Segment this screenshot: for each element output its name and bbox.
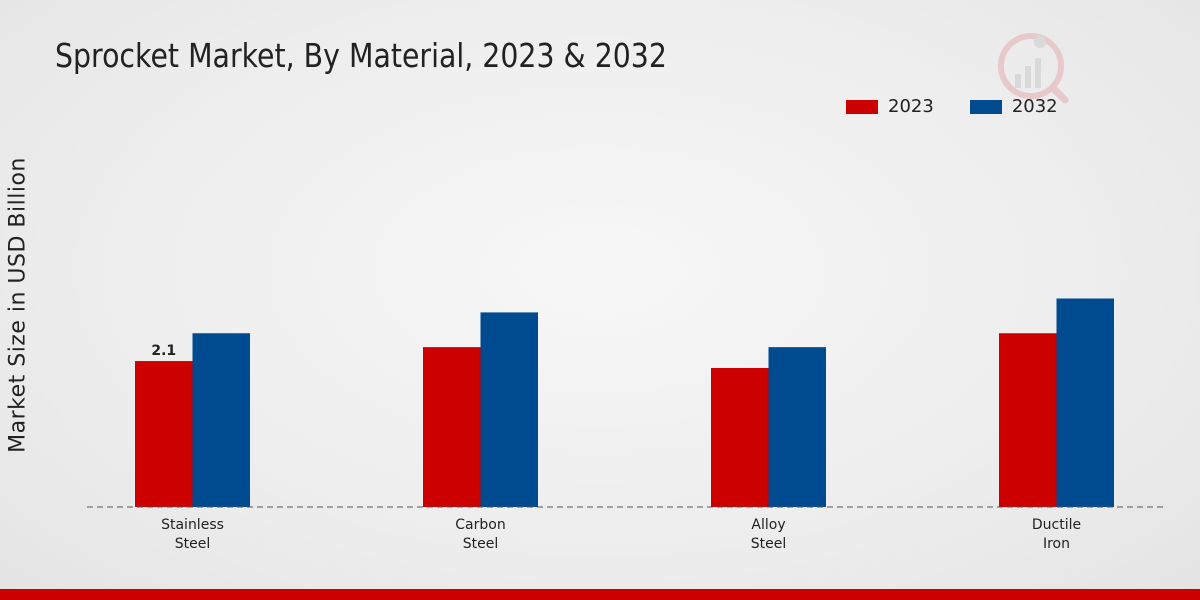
chart-title: Sprocket Market, By Material, 2023 & 203… [55, 36, 667, 75]
legend-item-2032: 2032 [969, 96, 1058, 117]
watermark-logo-icon [998, 33, 1069, 104]
x-tick-label-stainless-steel-line-1: Stainless [161, 517, 224, 533]
x-tick-label-carbon-steel-line-1: Carbon [455, 517, 505, 533]
x-tick-label-ductile-iron-line-1: Ductile [1032, 517, 1081, 533]
legend: 2023 2032 [846, 96, 1094, 117]
bar-2023-stainless-steel [135, 361, 193, 507]
x-tick-label-carbon-steel-line-2: Steel [463, 536, 499, 552]
bar-2023-carbon-steel [423, 347, 481, 507]
legend-label-2023: 2023 [888, 96, 934, 117]
bar-2032-ductile-iron [1056, 298, 1114, 507]
bar-2023-alloy-steel [711, 368, 769, 507]
legend-swatch-2032 [969, 99, 1002, 114]
bottom-accent-bar [0, 589, 1200, 600]
bar-2032-stainless-steel [192, 333, 250, 507]
x-tick-label-stainless-steel-line-2: Steel [175, 536, 211, 552]
x-tick-label-ductile-iron-line-2: Iron [1043, 536, 1070, 552]
legend-swatch-2023 [846, 99, 878, 114]
x-tick-label-alloy-steel-line-2: Steel [751, 536, 787, 552]
legend-item-2023: 2023 [846, 96, 934, 117]
bar-2032-carbon-steel [480, 312, 538, 507]
x-tick-label-alloy-steel-line-1: Alloy [751, 517, 785, 533]
bar-2023-ductile-iron [999, 333, 1057, 507]
bar-2032-alloy-steel [768, 347, 826, 507]
data-label-2.1: 2.1 [151, 343, 176, 359]
legend-label-2032: 2032 [1011, 96, 1058, 117]
